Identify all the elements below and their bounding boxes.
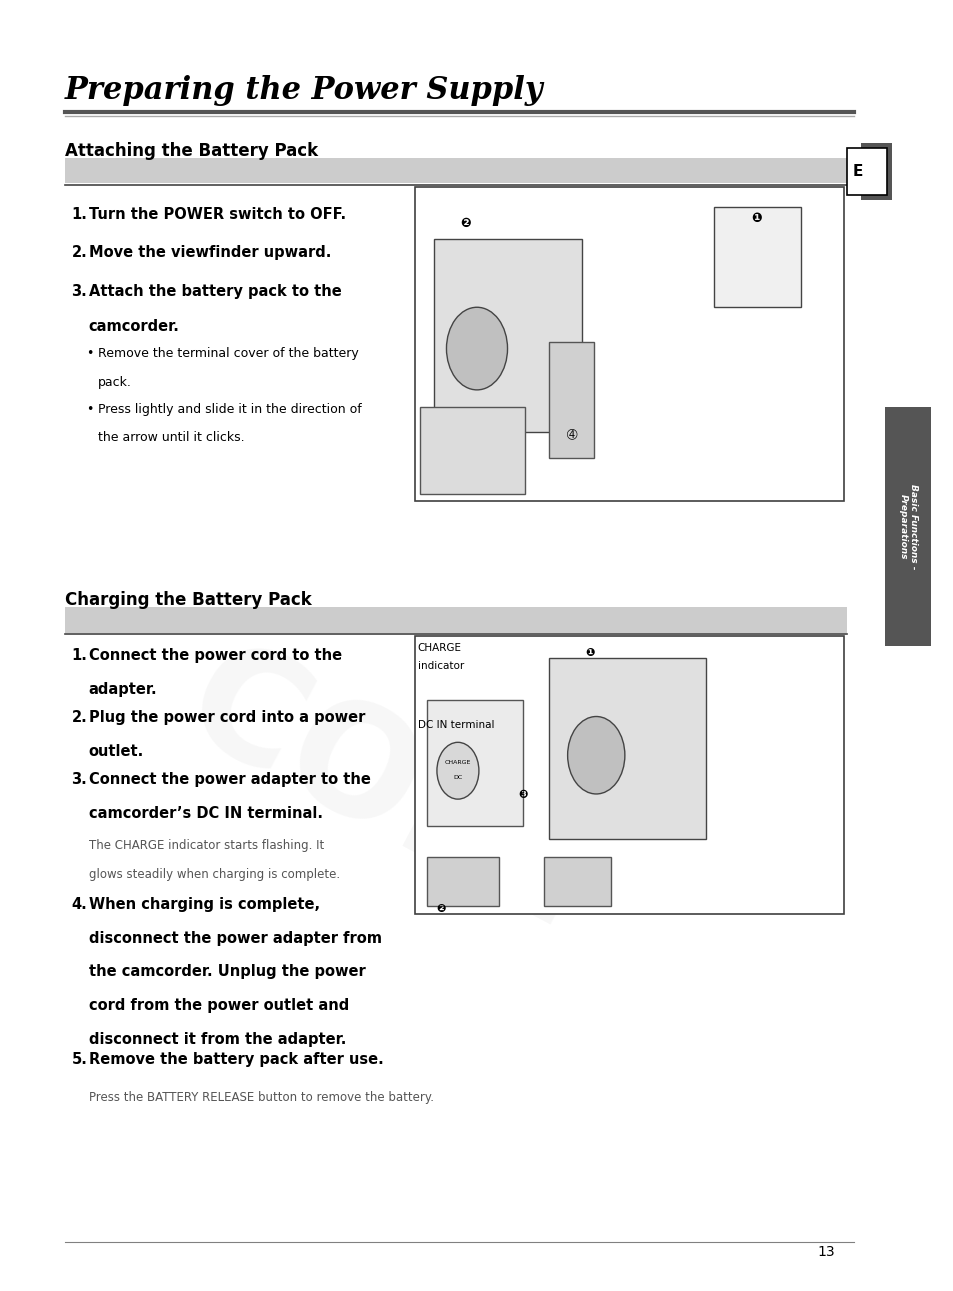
- Text: Remove the terminal cover of the battery: Remove the terminal cover of the battery: [98, 347, 358, 360]
- Text: CHARGE: CHARGE: [444, 760, 471, 766]
- Text: Attaching the Battery Pack: Attaching the Battery Pack: [65, 142, 317, 160]
- Text: •: •: [86, 347, 93, 360]
- Bar: [434, 239, 581, 432]
- Text: ❷: ❷: [459, 217, 471, 230]
- Text: The CHARGE indicator starts flashing. It: The CHARGE indicator starts flashing. It: [89, 839, 324, 852]
- Text: ❶: ❶: [584, 648, 594, 658]
- Circle shape: [446, 307, 507, 390]
- Text: adapter.: adapter.: [89, 682, 157, 697]
- Text: ❸: ❸: [517, 790, 527, 800]
- Text: cord from the power outlet and: cord from the power outlet and: [89, 998, 349, 1013]
- Bar: [543, 857, 610, 906]
- Text: When charging is complete,: When charging is complete,: [89, 897, 319, 913]
- Text: ❷: ❷: [436, 904, 445, 914]
- Text: ➃: ➃: [566, 429, 578, 442]
- Circle shape: [567, 717, 624, 794]
- Text: 13: 13: [817, 1245, 834, 1259]
- Text: Remove the battery pack after use.: Remove the battery pack after use.: [89, 1052, 383, 1068]
- Text: CHARGE: CHARGE: [417, 643, 461, 653]
- Text: ❶: ❶: [750, 212, 761, 225]
- Text: DC IN terminal: DC IN terminal: [417, 720, 494, 731]
- Text: pack.: pack.: [98, 376, 132, 389]
- Text: •: •: [86, 403, 93, 416]
- Text: the camcorder. Unplug the power: the camcorder. Unplug the power: [89, 964, 365, 980]
- Text: camcorder.: camcorder.: [89, 319, 179, 334]
- Text: Plug the power cord into a power: Plug the power cord into a power: [89, 710, 365, 726]
- Text: Turn the POWER switch to OFF.: Turn the POWER switch to OFF.: [89, 207, 346, 222]
- Text: Attach the battery pack to the: Attach the battery pack to the: [89, 284, 341, 300]
- Bar: [65, 158, 846, 183]
- Bar: [846, 148, 886, 195]
- Bar: [427, 857, 498, 906]
- Text: Preparing the Power Supply: Preparing the Power Supply: [65, 75, 543, 106]
- Bar: [548, 658, 705, 839]
- Text: Charging the Battery Pack: Charging the Battery Pack: [65, 591, 312, 609]
- Text: Connect the power cord to the: Connect the power cord to the: [89, 648, 341, 664]
- Text: the arrow until it clicks.: the arrow until it clicks.: [98, 431, 245, 444]
- Text: indicator: indicator: [417, 661, 463, 671]
- Bar: [861, 143, 891, 200]
- Bar: [415, 636, 843, 914]
- Text: outlet.: outlet.: [89, 744, 144, 759]
- Text: 1.: 1.: [71, 207, 88, 222]
- Text: 2.: 2.: [71, 710, 88, 726]
- Text: DC: DC: [453, 775, 462, 780]
- Bar: [427, 700, 522, 826]
- Bar: [65, 607, 846, 633]
- Text: COPY: COPY: [160, 626, 640, 975]
- Text: Press the BATTERY RELEASE button to remove the battery.: Press the BATTERY RELEASE button to remo…: [89, 1091, 434, 1104]
- Bar: [548, 342, 594, 458]
- Text: E: E: [852, 164, 862, 179]
- Text: 2.: 2.: [71, 245, 88, 261]
- Text: Press lightly and slide it in the direction of: Press lightly and slide it in the direct…: [98, 403, 361, 416]
- Circle shape: [436, 742, 478, 799]
- Text: camcorder’s DC IN terminal.: camcorder’s DC IN terminal.: [89, 806, 322, 821]
- Text: disconnect the power adapter from: disconnect the power adapter from: [89, 931, 381, 946]
- Text: 5.: 5.: [71, 1052, 88, 1068]
- Text: Basic Functions -
Preparations: Basic Functions - Preparations: [898, 484, 917, 569]
- Text: 4.: 4.: [71, 897, 88, 913]
- Text: Move the viewfinder upward.: Move the viewfinder upward.: [89, 245, 331, 261]
- Text: Connect the power adapter to the: Connect the power adapter to the: [89, 772, 370, 788]
- Text: 3.: 3.: [71, 772, 88, 788]
- Bar: [884, 407, 930, 646]
- Bar: [415, 187, 843, 501]
- Text: disconnect it from the adapter.: disconnect it from the adapter.: [89, 1032, 346, 1047]
- Text: 1.: 1.: [71, 648, 88, 664]
- Text: 3.: 3.: [71, 284, 88, 300]
- Bar: [419, 407, 524, 494]
- Bar: [713, 207, 801, 307]
- Text: glows steadily when charging is complete.: glows steadily when charging is complete…: [89, 868, 339, 880]
